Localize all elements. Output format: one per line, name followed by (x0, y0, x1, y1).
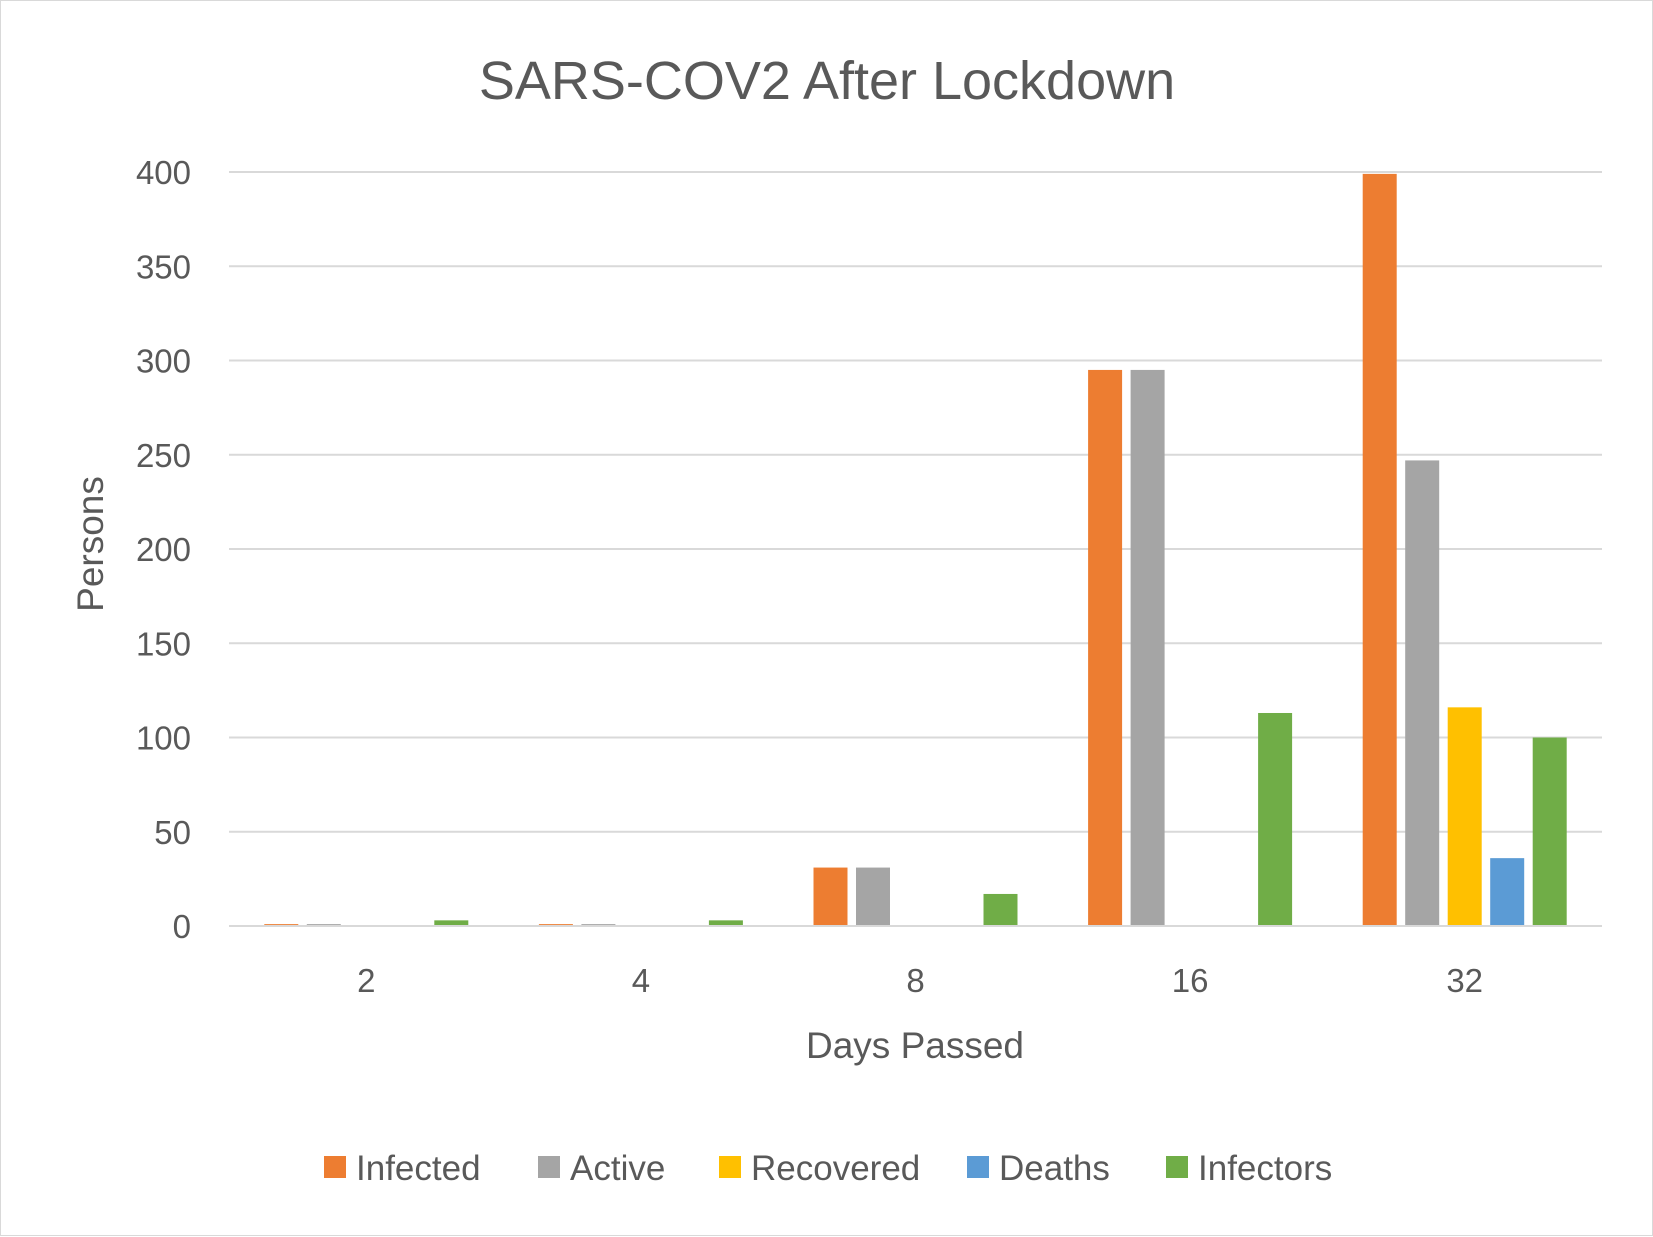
legend-swatch (719, 1156, 741, 1178)
legend-item-infected: Infected (324, 1149, 481, 1188)
y-tick-label: 200 (136, 531, 191, 568)
bar-active-8 (856, 867, 890, 926)
legend-label: Infectors (1198, 1149, 1332, 1188)
legend-item-deaths: Deaths (967, 1149, 1110, 1188)
bar-deaths-32 (1490, 858, 1525, 926)
legend-item-infectors: Infectors (1166, 1149, 1332, 1188)
y-tick-label: 150 (136, 625, 191, 662)
y-tick-label: 100 (136, 720, 191, 757)
bar-infected-8 (813, 867, 848, 926)
x-tick-label: 8 (906, 962, 924, 999)
x-tick-label: 4 (632, 962, 650, 999)
legend-swatch (1166, 1156, 1188, 1178)
bar-infectors-8 (983, 893, 1018, 926)
legend-swatch (967, 1156, 989, 1178)
bar-infectors-16 (1258, 712, 1293, 926)
y-tick-label: 0 (173, 908, 191, 945)
legend-label: Infected (356, 1149, 481, 1188)
x-tick-label: 32 (1446, 962, 1483, 999)
legend: Infected Active Recovered Deaths Infectors (324, 1149, 1332, 1188)
bar-active-32 (1405, 460, 1440, 926)
legend-label: Deaths (999, 1149, 1110, 1188)
bars (264, 173, 1567, 926)
legend-swatch (538, 1156, 560, 1178)
x-tick-label: 16 (1172, 962, 1209, 999)
bar-infectors-4 (708, 920, 743, 926)
bar-recovered-32 (1447, 707, 1482, 926)
chart-title: SARS-COV2 After Lockdown (479, 51, 1175, 111)
x-tick-label: 2 (357, 962, 375, 999)
legend-label: Active (570, 1149, 665, 1188)
legend-label: Recovered (751, 1149, 920, 1188)
x-axis-ticks: 2 4 8 16 32 (357, 962, 1483, 999)
y-axis-title: Persons (70, 476, 111, 612)
y-axis-ticks: 0 50 100 150 200 250 300 350 400 (136, 154, 191, 945)
bar-infected-32 (1362, 173, 1397, 926)
bar-active-16 (1130, 369, 1165, 926)
bar-infectors-2 (434, 920, 469, 926)
gridlines (229, 171, 1602, 833)
y-tick-label: 50 (154, 814, 191, 851)
legend-item-active: Active (538, 1149, 665, 1188)
bar-infectors-32 (1532, 737, 1567, 926)
x-axis-title: Days Passed (806, 1025, 1024, 1066)
y-tick-label: 300 (136, 343, 191, 380)
bar-infected-16 (1088, 369, 1123, 926)
y-tick-label: 400 (136, 154, 191, 191)
legend-item-recovered: Recovered (719, 1149, 920, 1188)
legend-swatch (324, 1156, 346, 1178)
y-tick-label: 250 (136, 437, 191, 474)
y-tick-label: 350 (136, 248, 191, 285)
